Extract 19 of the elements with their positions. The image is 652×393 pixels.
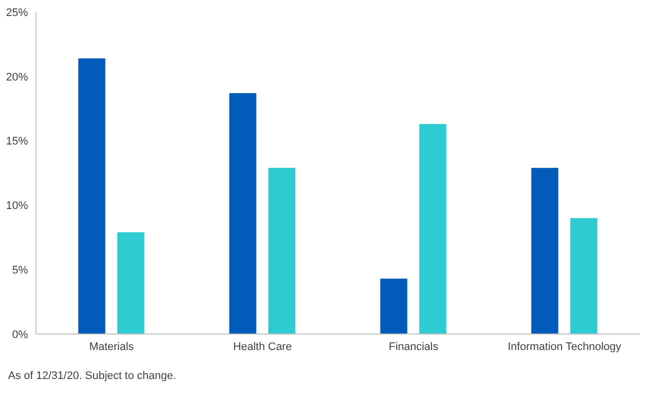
bar bbox=[78, 58, 106, 334]
x-tick-label: Information Technology bbox=[508, 340, 622, 353]
y-tick-label: 10% bbox=[6, 200, 28, 212]
bar bbox=[117, 232, 144, 334]
x-tick-label: Materials bbox=[89, 340, 134, 353]
bar bbox=[380, 278, 408, 334]
y-tick-label: 25% bbox=[6, 6, 28, 19]
y-tick-label: 5% bbox=[12, 264, 28, 277]
bar bbox=[531, 168, 558, 334]
bar bbox=[268, 168, 296, 334]
x-tick-label: Financials bbox=[388, 340, 439, 353]
y-tick-label: 15% bbox=[6, 136, 28, 148]
y-tick-label: 20% bbox=[6, 71, 28, 84]
bar bbox=[419, 124, 446, 334]
text: As of 12/31/20. Subject to change. bbox=[8, 370, 176, 382]
bar bbox=[229, 93, 256, 334]
x-tick-label: Health Care bbox=[233, 340, 292, 353]
bar bbox=[570, 218, 598, 334]
y-tick-label: 0% bbox=[12, 328, 28, 341]
